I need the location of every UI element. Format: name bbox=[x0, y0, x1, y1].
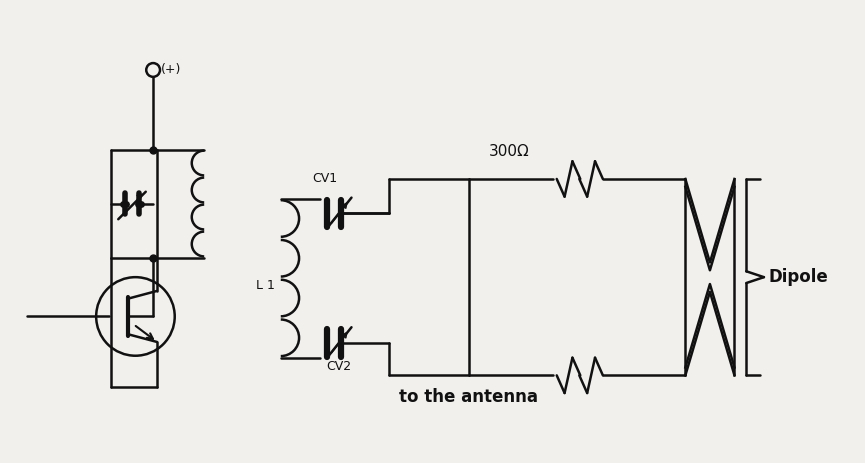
Text: to the antenna: to the antenna bbox=[399, 388, 538, 406]
Text: Dipole: Dipole bbox=[769, 268, 829, 286]
Text: 300Ω: 300Ω bbox=[489, 144, 529, 159]
Text: L 1: L 1 bbox=[256, 279, 275, 292]
Text: CV2: CV2 bbox=[326, 361, 351, 374]
Text: (+): (+) bbox=[161, 63, 182, 76]
Text: CV1: CV1 bbox=[312, 172, 337, 185]
